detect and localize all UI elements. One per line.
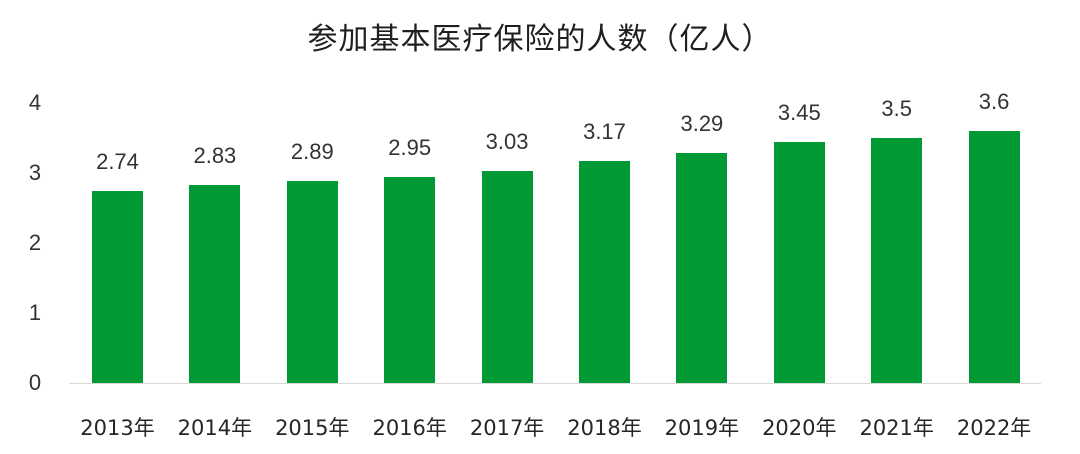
data-label: 3.29 (680, 110, 724, 136)
y-tick-label: 4 (28, 90, 42, 115)
x-tick-label: 2021年 (859, 416, 934, 440)
x-tick-label: 2018年 (567, 416, 642, 440)
y-tick-label: 3 (28, 160, 42, 185)
bar (773, 141, 825, 383)
data-label: 2.83 (193, 142, 237, 168)
data-label: 3.03 (485, 128, 529, 154)
data-label: 3.45 (777, 99, 821, 125)
x-tick-label: 2017年 (469, 416, 545, 440)
x-axis-line (69, 383, 1041, 384)
data-label: 3.17 (583, 119, 626, 145)
y-tick-label: 2 (28, 230, 42, 255)
bar (968, 131, 1020, 383)
chart-title: 参加基本医疗保险的人数（亿人） (307, 22, 773, 57)
data-label: 3.5 (881, 96, 912, 121)
bar (871, 138, 923, 383)
x-tick-label: 2019年 (664, 416, 740, 440)
y-tick-label: 0 (28, 370, 42, 395)
bar (676, 152, 728, 383)
x-tick-label: 2014年 (177, 416, 253, 440)
bar (579, 161, 630, 383)
data-label: 2.95 (388, 134, 432, 160)
y-tick-label: 1 (28, 300, 42, 325)
x-tick-label: 2013年 (80, 416, 155, 440)
bar (189, 184, 241, 383)
bar (481, 170, 533, 383)
bar (384, 176, 436, 383)
bar (92, 191, 143, 383)
data-label: 3.6 (978, 89, 1010, 114)
x-tick-label: 2020年 (762, 416, 837, 440)
data-label: 2.74 (96, 149, 139, 175)
bar (286, 180, 338, 383)
data-label: 2.89 (290, 138, 334, 164)
x-tick-label: 2015年 (275, 416, 350, 440)
x-tick-label: 2016年 (372, 416, 447, 440)
x-tick-label: 2022年 (956, 416, 1032, 440)
